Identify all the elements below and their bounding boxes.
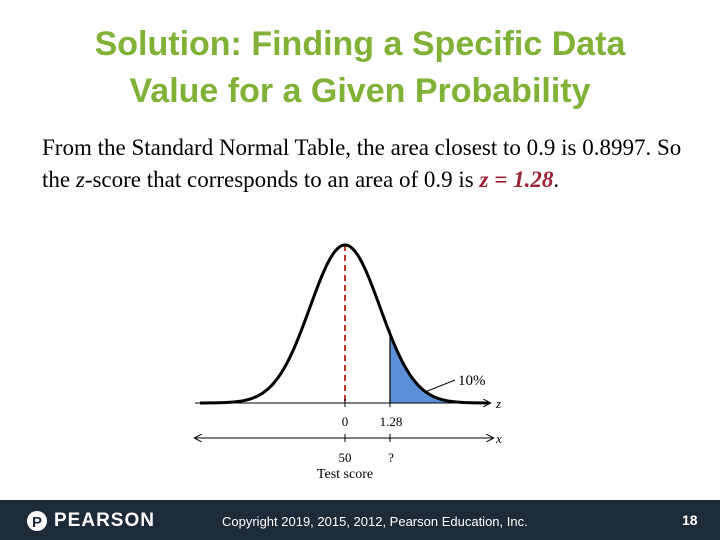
text-run: . (553, 167, 560, 192)
title-line: Value for a Given Probability (129, 72, 591, 110)
tick-label: 50 (339, 450, 352, 465)
normal-figure: 10% z x 0 1.28 50 ? Test score (0, 243, 502, 482)
text-run: z = 1.28 (479, 167, 554, 192)
footer: P PEARSON Copyright 2019, 2015, 2012, Pe… (0, 500, 720, 540)
tick-label: 1.28 (380, 414, 403, 429)
normal-curve (199, 243, 489, 405)
text-run: From the Standard Normal Table, the area… (42, 135, 682, 192)
text-run: z (75, 167, 85, 192)
logo-text: PEARSON (54, 510, 155, 531)
axis-label: x (495, 431, 502, 446)
copyright: Copyright 2019, 2015, 2012, Pearson Educ… (222, 514, 528, 529)
body-text: From the Standard Normal Table, the area… (42, 132, 692, 196)
shaded-area (390, 333, 488, 403)
axis-title: Test score (317, 467, 373, 482)
axis-label: z (495, 396, 501, 411)
logo-mark: P (27, 511, 47, 531)
page-number: 18 (682, 512, 698, 528)
tick-label: ? (388, 450, 394, 465)
leader-line (424, 379, 456, 393)
svg-text:P: P (32, 514, 42, 531)
title-line: Solution: Finding a Specific Data (94, 25, 626, 63)
area-label: 10% (458, 373, 486, 389)
tick-label: 0 (342, 414, 349, 429)
text-run: -score that corresponds to an area of 0.… (84, 167, 480, 192)
